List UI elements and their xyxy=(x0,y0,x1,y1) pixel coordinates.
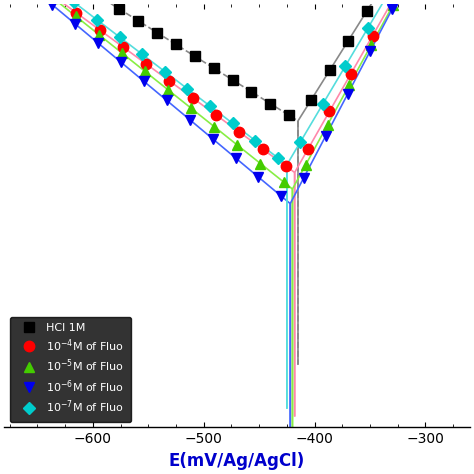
10$^{-4}$M of Fluo xyxy=(73,10,79,16)
X-axis label: E(mV/Ag/AgCl): E(mV/Ag/AgCl) xyxy=(169,452,305,470)
10$^{-7}$M of Fluo xyxy=(162,69,168,74)
Line: 10$^{-7}$M of Fluo: 10$^{-7}$M of Fluo xyxy=(2,0,283,163)
10$^{-5}$M of Fluo xyxy=(235,142,240,148)
10$^{-4}$M of Fluo xyxy=(260,146,265,152)
10$^{-7}$M of Fluo xyxy=(94,17,100,23)
10$^{-5}$M of Fluo xyxy=(281,179,286,185)
HCl 1M xyxy=(136,18,141,24)
HCl 1M xyxy=(173,42,179,47)
10$^{-7}$M of Fluo xyxy=(117,34,122,40)
10$^{-4}$M of Fluo xyxy=(143,61,149,67)
10$^{-5}$M of Fluo xyxy=(188,105,194,111)
10$^{-6}$M of Fluo xyxy=(72,21,78,27)
10$^{-4}$M of Fluo xyxy=(283,163,289,169)
10$^{-5}$M of Fluo xyxy=(73,13,79,19)
10$^{-7}$M of Fluo xyxy=(253,138,258,144)
Line: HCl 1M: HCl 1M xyxy=(2,0,293,120)
HCl 1M xyxy=(155,30,160,36)
10$^{-4}$M of Fluo xyxy=(237,129,242,135)
10$^{-4}$M of Fluo xyxy=(97,27,102,33)
10$^{-5}$M of Fluo xyxy=(165,87,171,92)
10$^{-6}$M of Fluo xyxy=(49,2,55,8)
HCl 1M xyxy=(286,112,292,118)
10$^{-5}$M of Fluo xyxy=(258,161,264,166)
10$^{-6}$M of Fluo xyxy=(118,59,124,65)
HCl 1M xyxy=(211,65,217,71)
HCl 1M xyxy=(230,77,236,83)
HCl 1M xyxy=(192,54,198,59)
Legend: HCl 1M, 10$^{-4}$M of Fluo, 10$^{-5}$M of Fluo, 10$^{-6}$M of Fluo, 10$^{-7}$M o: HCl 1M, 10$^{-4}$M of Fluo, 10$^{-5}$M o… xyxy=(10,317,131,422)
10$^{-5}$M of Fluo xyxy=(119,50,125,56)
10$^{-6}$M of Fluo xyxy=(233,155,238,161)
Line: 10$^{-4}$M of Fluo: 10$^{-4}$M of Fluo xyxy=(1,0,291,171)
10$^{-6}$M of Fluo xyxy=(279,193,284,199)
10$^{-5}$M of Fluo xyxy=(211,124,217,129)
10$^{-4}$M of Fluo xyxy=(213,112,219,118)
10$^{-7}$M of Fluo xyxy=(139,52,145,57)
Line: 10$^{-5}$M of Fluo: 10$^{-5}$M of Fluo xyxy=(1,0,288,187)
10$^{-7}$M of Fluo xyxy=(207,103,213,109)
10$^{-6}$M of Fluo xyxy=(164,98,170,103)
10$^{-7}$M of Fluo xyxy=(230,120,236,126)
10$^{-6}$M of Fluo xyxy=(141,79,147,84)
10$^{-7}$M of Fluo xyxy=(275,155,281,161)
HCl 1M xyxy=(117,6,122,12)
HCl 1M xyxy=(267,100,273,106)
10$^{-7}$M of Fluo xyxy=(185,86,191,91)
HCl 1M xyxy=(248,89,254,95)
10$^{-6}$M of Fluo xyxy=(95,40,101,46)
10$^{-5}$M of Fluo xyxy=(142,69,148,74)
10$^{-6}$M of Fluo xyxy=(187,117,192,122)
10$^{-6}$M of Fluo xyxy=(255,174,261,180)
10$^{-4}$M of Fluo xyxy=(166,78,172,84)
Line: 10$^{-6}$M of Fluo: 10$^{-6}$M of Fluo xyxy=(1,0,287,201)
10$^{-5}$M of Fluo xyxy=(96,32,101,37)
10$^{-6}$M of Fluo xyxy=(210,136,216,142)
10$^{-4}$M of Fluo xyxy=(190,95,195,101)
10$^{-7}$M of Fluo xyxy=(72,0,77,5)
10$^{-4}$M of Fluo xyxy=(120,44,126,50)
